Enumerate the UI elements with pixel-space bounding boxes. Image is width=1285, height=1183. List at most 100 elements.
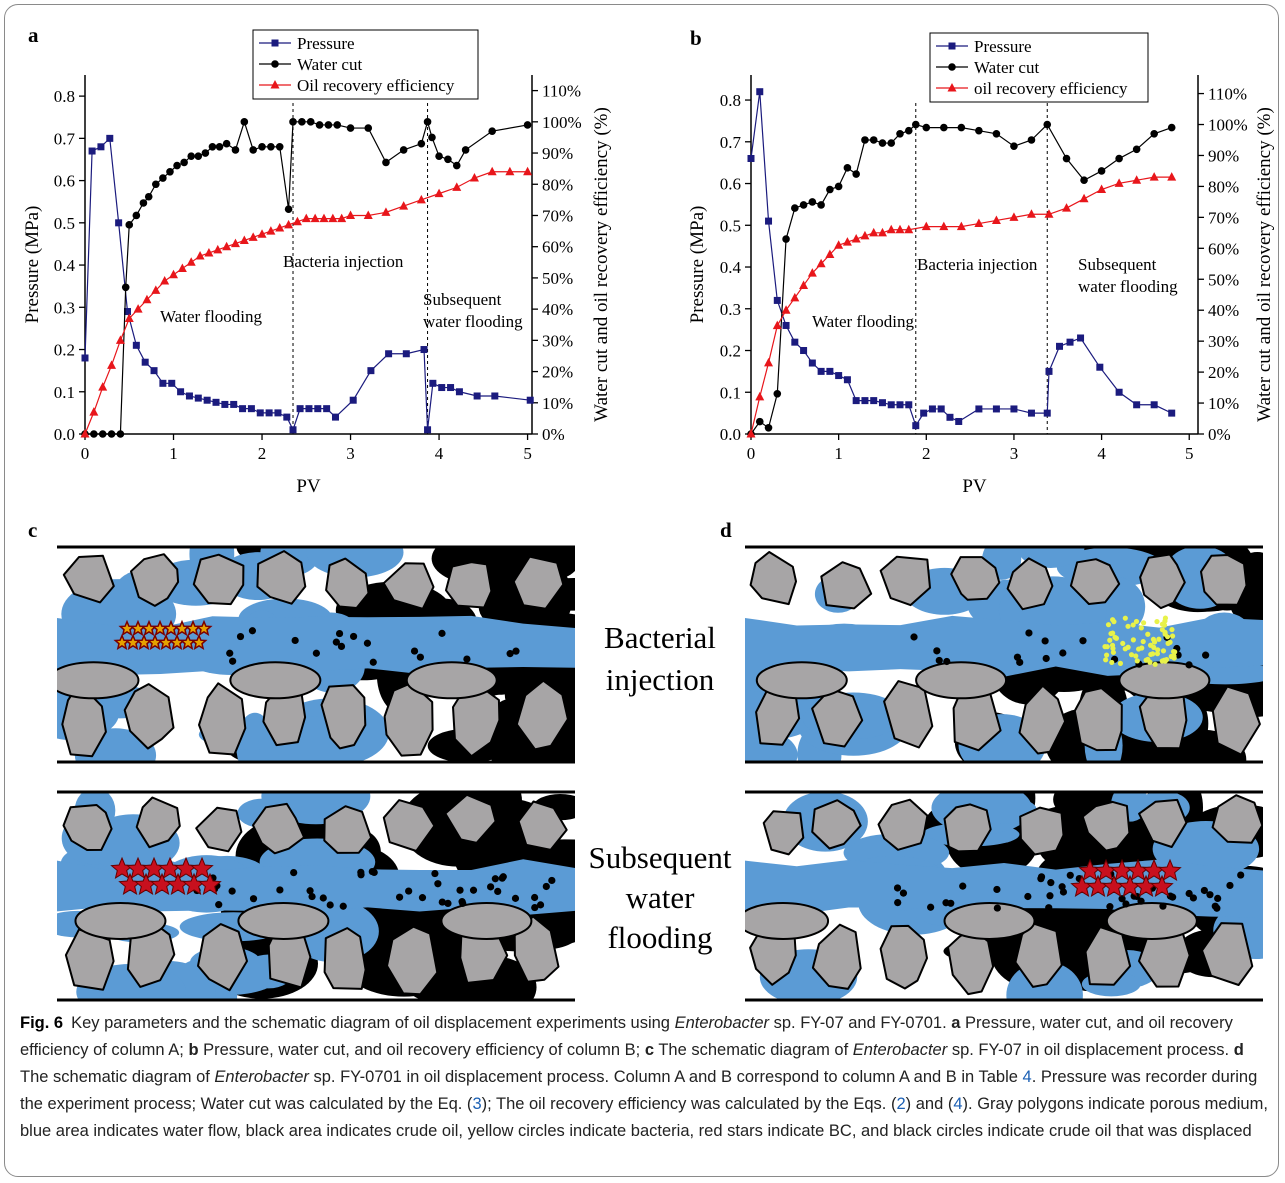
bacteria — [1113, 635, 1120, 641]
caption-text[interactable]: 4 — [953, 1095, 963, 1113]
data-point — [123, 308, 131, 316]
y2-tick-label: 110% — [1208, 85, 1247, 104]
bacteria — [1172, 649, 1178, 655]
x-tick-label: 2 — [258, 444, 267, 463]
rock — [943, 901, 1036, 940]
displaced-oil — [935, 656, 943, 665]
displaced-oil — [1226, 881, 1234, 890]
displaced-oil — [899, 889, 908, 897]
data-point — [90, 430, 98, 438]
data-point — [1096, 363, 1104, 371]
data-point — [764, 424, 773, 432]
bacteria — [1156, 636, 1162, 642]
annotation: Bacteria injection — [917, 255, 1038, 274]
bacteria — [1125, 644, 1131, 650]
data-point — [306, 118, 315, 126]
y2-tick-label: 0% — [542, 425, 565, 444]
data-point — [826, 185, 834, 194]
rock — [61, 681, 107, 758]
data-point — [1150, 401, 1158, 409]
displaced-oil — [1166, 892, 1175, 900]
data-point — [773, 296, 781, 304]
data-point — [1043, 409, 1051, 417]
caption-text[interactable]: 4 — [1022, 1068, 1032, 1086]
data-point — [186, 257, 196, 266]
data-point — [310, 213, 320, 223]
caption-text[interactable]: 2 — [896, 1095, 906, 1113]
rock — [229, 661, 322, 700]
data-point — [267, 143, 275, 151]
data-point — [526, 396, 534, 404]
data-point — [213, 244, 223, 254]
annotation: water flooding — [1078, 277, 1178, 296]
legend-label: Water cut — [297, 55, 362, 74]
series-line — [84, 137, 531, 432]
legend-marker — [271, 39, 279, 47]
bacteria — [1133, 618, 1140, 625]
data-point — [1056, 342, 1064, 350]
caption-text: Enterobacter — [674, 1014, 770, 1032]
data-point — [895, 224, 905, 234]
displaced-oil — [1159, 902, 1167, 910]
data-point — [248, 232, 258, 241]
stage-label: Bacterial — [604, 620, 716, 655]
displaced-oil — [418, 894, 427, 902]
y2-tick-label: 50% — [542, 269, 573, 288]
displaced-oil — [1042, 654, 1050, 663]
data-point — [861, 397, 869, 405]
displaced-oil — [319, 894, 327, 902]
displaced-oil — [226, 649, 234, 657]
data-point — [461, 146, 470, 154]
displaced-oil — [1118, 895, 1126, 903]
data-point — [851, 234, 861, 243]
y-tick-label: 0.2 — [54, 341, 75, 360]
rock — [445, 561, 493, 609]
data-point — [416, 194, 426, 204]
data-point — [877, 227, 887, 237]
bacteria — [1117, 660, 1124, 666]
caption-text: Pressure, water cut, and oil recovery ef… — [20, 1014, 1233, 1059]
displaced-oil — [326, 901, 334, 909]
data-point — [283, 413, 291, 421]
caption-text: b — [188, 1041, 199, 1059]
rock — [820, 561, 873, 610]
y-tick-label: 0.3 — [720, 300, 741, 319]
x-tick-label: 4 — [435, 444, 444, 463]
x-tick-label: 0 — [81, 444, 90, 463]
data-point — [1150, 130, 1158, 138]
y2-tick-label: 80% — [542, 175, 573, 194]
data-point — [424, 426, 432, 434]
data-point — [166, 167, 174, 176]
caption-text[interactable]: 3 — [472, 1095, 482, 1113]
annotation: Subsequent — [1078, 255, 1157, 274]
caption-text: ) and ( — [905, 1095, 954, 1113]
rock — [130, 553, 180, 607]
data-point — [139, 199, 148, 207]
data-point — [886, 224, 896, 234]
data-point — [222, 139, 231, 148]
data-point — [221, 400, 229, 408]
data-point — [314, 405, 322, 413]
caption-text: . Pressure was recorder during the exper… — [20, 1068, 1258, 1113]
data-point — [298, 118, 306, 126]
bacteria — [1169, 626, 1175, 633]
rock — [755, 661, 848, 700]
rock — [195, 806, 243, 853]
rock — [943, 803, 992, 853]
data-point — [194, 152, 203, 160]
data-point — [896, 401, 904, 409]
caption-text: d — [1233, 1041, 1244, 1059]
y2-tick-label: 90% — [1208, 146, 1239, 165]
rock — [1069, 558, 1121, 605]
data-point — [447, 384, 455, 392]
displaced-oil — [444, 899, 452, 907]
bacteria — [1161, 622, 1168, 628]
data-point — [247, 405, 255, 413]
bacteria — [1160, 648, 1167, 654]
data-point — [887, 401, 895, 409]
bacteria — [1130, 637, 1136, 643]
rock — [123, 683, 175, 750]
data-point — [319, 213, 329, 223]
data-point — [1115, 388, 1123, 396]
porous-medium — [57, 547, 575, 762]
